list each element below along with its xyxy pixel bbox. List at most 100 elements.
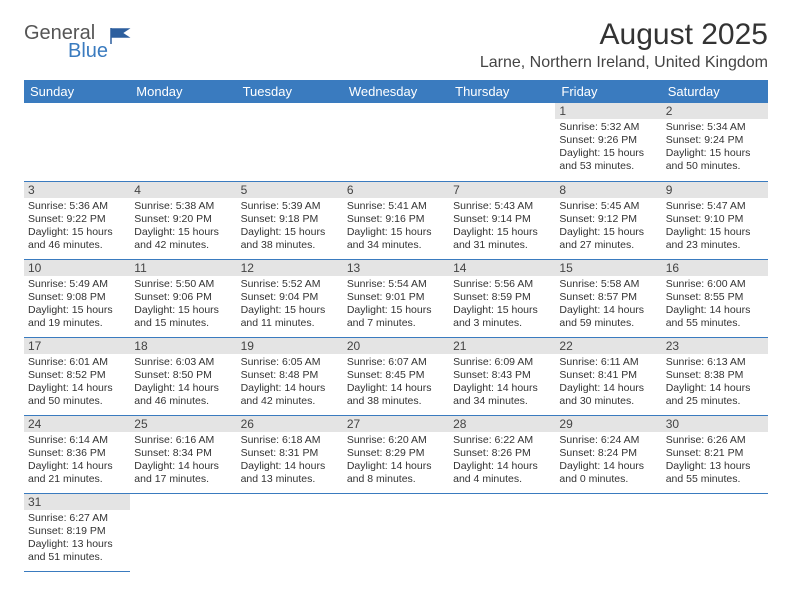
calendar-cell: 9Sunrise: 5:47 AM Sunset: 9:10 PM Daylig…: [662, 181, 768, 259]
day-details: Sunrise: 5:32 AM Sunset: 9:26 PM Dayligh…: [559, 121, 657, 174]
calendar-cell: 10 Sunrise: 5:49 AM Sunset: 9:08 PM Dayli…: [24, 259, 130, 337]
day-details: Sunrise: 6:18 AM Sunset: 8:31 PM Dayligh…: [241, 434, 339, 487]
calendar-cell: [24, 103, 130, 181]
calendar-cell: 24 Sunrise: 6:14 AM Sunset: 8:36 PM Dayli…: [24, 415, 130, 493]
day-number: 26: [237, 416, 343, 432]
day-number: 7: [449, 182, 555, 198]
location: Larne, Northern Ireland, United Kingdom: [480, 54, 768, 72]
day-number: 27: [343, 416, 449, 432]
day-number: 16: [662, 260, 768, 276]
logo: General Blue: [24, 18, 132, 60]
day-number: 10: [24, 260, 130, 276]
day-number: 4: [130, 182, 236, 198]
day-number: 8: [555, 182, 661, 198]
calendar-cell: 29 Sunrise: 6:24 AM Sunset: 8:24 PM Dayli…: [555, 415, 661, 493]
weekday-header: Sunday: [24, 80, 130, 103]
calendar-cell: 26 Sunrise: 6:18 AM Sunset: 8:31 PM Dayli…: [237, 415, 343, 493]
day-number: 22: [555, 338, 661, 354]
day-number: 2: [662, 103, 768, 119]
day-details: Sunrise: 5:41 AM Sunset: 9:16 PM Dayligh…: [347, 200, 445, 253]
header: General Blue August 2025 Larne, Northern…: [24, 18, 768, 72]
calendar-cell: 20 Sunrise: 6:07 AM Sunset: 8:45 PM Dayli…: [343, 337, 449, 415]
day-details: Sunrise: 6:05 AM Sunset: 8:48 PM Dayligh…: [241, 356, 339, 409]
logo-word-blue: Blue: [68, 40, 108, 62]
calendar-cell: 11Sunrise: 5:50 AM Sunset: 9:06 PM Dayli…: [130, 259, 236, 337]
day-number: 29: [555, 416, 661, 432]
day-details: Sunrise: 6:20 AM Sunset: 8:29 PM Dayligh…: [347, 434, 445, 487]
month-title: August 2025: [480, 18, 768, 52]
day-details: Sunrise: 6:24 AM Sunset: 8:24 PM Dayligh…: [559, 434, 657, 487]
day-number: 5: [237, 182, 343, 198]
calendar-cell: [449, 493, 555, 571]
weekday-header: Monday: [130, 80, 236, 103]
calendar-cell: 7 Sunrise: 5:43 AM Sunset: 9:14 PM Daylig…: [449, 181, 555, 259]
calendar-cell: 25 Sunrise: 6:16 AM Sunset: 8:34 PM Dayli…: [130, 415, 236, 493]
calendar-cell: [343, 103, 449, 181]
calendar-cell: 6 Sunrise: 5:41 AM Sunset: 9:16 PM Daylig…: [343, 181, 449, 259]
day-details: Sunrise: 6:07 AM Sunset: 8:45 PM Dayligh…: [347, 356, 445, 409]
day-details: Sunrise: 5:52 AM Sunset: 9:04 PM Dayligh…: [241, 278, 339, 331]
calendar-cell: [130, 493, 236, 571]
day-details: Sunrise: 6:09 AM Sunset: 8:43 PM Dayligh…: [453, 356, 551, 409]
calendar-head: SundayMondayTuesdayWednesdayThursdayFrid…: [24, 80, 768, 103]
calendar-cell: 8Sunrise: 5:45 AM Sunset: 9:12 PM Daylig…: [555, 181, 661, 259]
day-number: 21: [449, 338, 555, 354]
calendar-cell: [237, 103, 343, 181]
day-number: 3: [24, 182, 130, 198]
day-details: Sunrise: 5:49 AM Sunset: 9:08 PM Dayligh…: [28, 278, 126, 331]
day-details: Sunrise: 6:26 AM Sunset: 8:21 PM Dayligh…: [666, 434, 764, 487]
calendar-cell: [237, 493, 343, 571]
day-number: 20: [343, 338, 449, 354]
day-details: Sunrise: 5:54 AM Sunset: 9:01 PM Dayligh…: [347, 278, 445, 331]
calendar-cell: 15 Sunrise: 5:58 AM Sunset: 8:57 PM Dayli…: [555, 259, 661, 337]
calendar-cell: [662, 493, 768, 571]
calendar-cell: 14Sunrise: 5:56 AM Sunset: 8:59 PM Dayli…: [449, 259, 555, 337]
day-number: 25: [130, 416, 236, 432]
calendar-cell: 23Sunrise: 6:13 AM Sunset: 8:38 PM Dayli…: [662, 337, 768, 415]
flag-icon: [110, 27, 132, 45]
day-details: Sunrise: 5:34 AM Sunset: 9:24 PM Dayligh…: [666, 121, 764, 174]
day-number: 28: [449, 416, 555, 432]
day-details: Sunrise: 6:22 AM Sunset: 8:26 PM Dayligh…: [453, 434, 551, 487]
day-number: 13: [343, 260, 449, 276]
calendar-cell: [343, 493, 449, 571]
calendar-cell: 19 Sunrise: 6:05 AM Sunset: 8:48 PM Dayli…: [237, 337, 343, 415]
weekday-header: Tuesday: [237, 80, 343, 103]
calendar-cell: 18Sunrise: 6:03 AM Sunset: 8:50 PM Dayli…: [130, 337, 236, 415]
day-details: Sunrise: 5:56 AM Sunset: 8:59 PM Dayligh…: [453, 278, 551, 331]
weekday-header: Saturday: [662, 80, 768, 103]
calendar-cell: 17Sunrise: 6:01 AM Sunset: 8:52 PM Dayli…: [24, 337, 130, 415]
day-details: Sunrise: 6:13 AM Sunset: 8:38 PM Dayligh…: [666, 356, 764, 409]
calendar-table: SundayMondayTuesdayWednesdayThursdayFrid…: [24, 80, 768, 572]
title-block: August 2025 Larne, Northern Ireland, Uni…: [480, 18, 768, 72]
day-number: 12: [237, 260, 343, 276]
day-number: 30: [662, 416, 768, 432]
day-number: 24: [24, 416, 130, 432]
calendar-cell: 5 Sunrise: 5:39 AM Sunset: 9:18 PM Daylig…: [237, 181, 343, 259]
weekday-header: Wednesday: [343, 80, 449, 103]
calendar-cell: 12 Sunrise: 5:52 AM Sunset: 9:04 PM Dayli…: [237, 259, 343, 337]
calendar-cell: 27 Sunrise: 6:20 AM Sunset: 8:29 PM Dayli…: [343, 415, 449, 493]
day-details: Sunrise: 6:03 AM Sunset: 8:50 PM Dayligh…: [134, 356, 232, 409]
calendar-cell: 3 Sunrise: 5:36 AM Sunset: 9:22 PM Daylig…: [24, 181, 130, 259]
day-number: 9: [662, 182, 768, 198]
day-number: 6: [343, 182, 449, 198]
day-details: Sunrise: 5:43 AM Sunset: 9:14 PM Dayligh…: [453, 200, 551, 253]
calendar-cell: [449, 103, 555, 181]
weekday-header: Thursday: [449, 80, 555, 103]
day-details: Sunrise: 5:39 AM Sunset: 9:18 PM Dayligh…: [241, 200, 339, 253]
calendar-cell: [130, 103, 236, 181]
day-number: 19: [237, 338, 343, 354]
day-details: Sunrise: 6:16 AM Sunset: 8:34 PM Dayligh…: [134, 434, 232, 487]
day-details: Sunrise: 5:50 AM Sunset: 9:06 PM Dayligh…: [134, 278, 232, 331]
calendar-cell: 13 Sunrise: 5:54 AM Sunset: 9:01 PM Dayli…: [343, 259, 449, 337]
logo-text: General Blue: [24, 24, 108, 60]
day-details: Sunrise: 5:58 AM Sunset: 8:57 PM Dayligh…: [559, 278, 657, 331]
day-details: Sunrise: 6:01 AM Sunset: 8:52 PM Dayligh…: [28, 356, 126, 409]
day-details: Sunrise: 5:36 AM Sunset: 9:22 PM Dayligh…: [28, 200, 126, 253]
day-details: Sunrise: 6:14 AM Sunset: 8:36 PM Dayligh…: [28, 434, 126, 487]
day-details: Sunrise: 6:11 AM Sunset: 8:41 PM Dayligh…: [559, 356, 657, 409]
calendar-cell: 22 Sunrise: 6:11 AM Sunset: 8:41 PM Dayli…: [555, 337, 661, 415]
calendar-cell: 2 Sunrise: 5:34 AM Sunset: 9:24 PM Daylig…: [662, 103, 768, 181]
day-number: 15: [555, 260, 661, 276]
